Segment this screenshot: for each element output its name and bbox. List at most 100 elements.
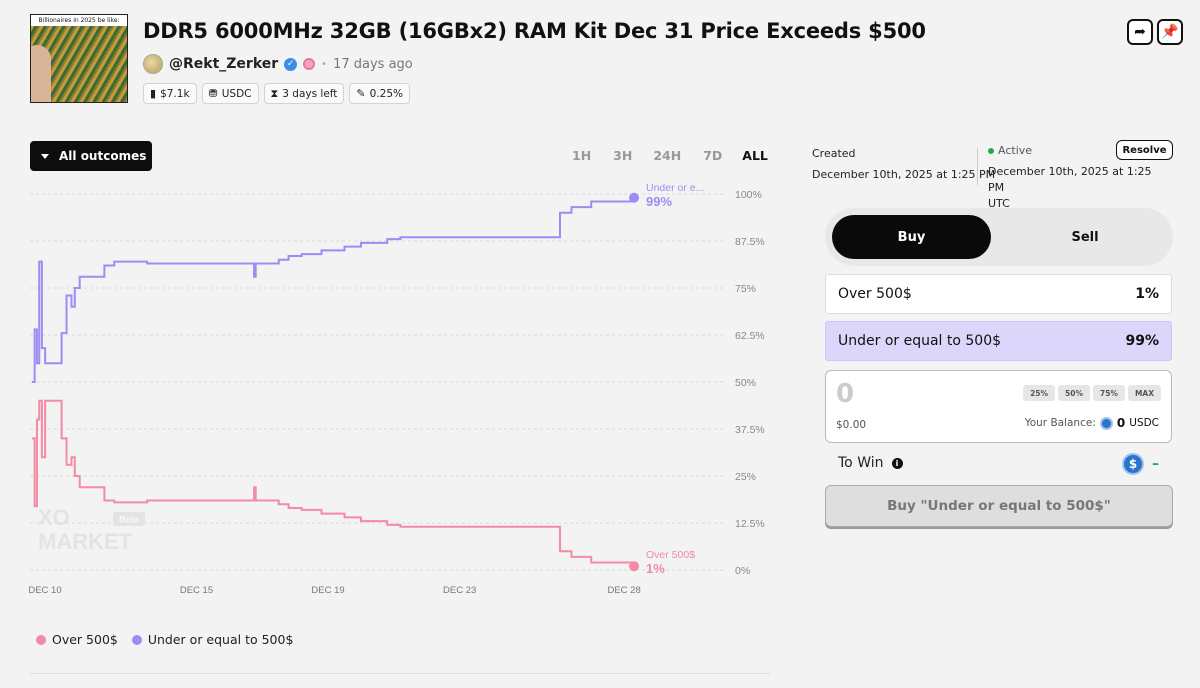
balance-label: Your Balance: — [1024, 417, 1096, 429]
balance-currency: USDC — [1129, 417, 1159, 429]
chart-watermark: XO MARKET Beta — [38, 505, 145, 554]
info-icon[interactable]: i — [891, 457, 903, 469]
to-win-value: – — [1152, 456, 1159, 472]
outcome-under[interactable]: Under or equal to 500$ 99% — [825, 321, 1172, 361]
amount-input[interactable]: 0 — [836, 379, 855, 409]
legend-dot-over — [36, 634, 46, 645]
chart-grid — [30, 193, 725, 571]
share-icon: ➦ — [1134, 24, 1146, 40]
y-tick-label: 0% — [735, 565, 750, 577]
end-labels: Under or e... 99% Over 500$ 1% — [646, 182, 704, 576]
x-tick-label: DEC 19 — [311, 585, 344, 596]
legend-under[interactable]: Under or equal to 500$ — [131, 632, 294, 647]
thumbnail-caption: Billionaires in 2025 be like: — [31, 15, 127, 26]
status-timezone: UTC — [988, 197, 1010, 210]
info-divider — [977, 148, 978, 185]
status-date: December 10th, 2025 at 1:25 PM — [988, 165, 1152, 194]
outcomes-dropdown[interactable]: All outcomes — [30, 141, 152, 171]
watermark-market: MARKET — [38, 529, 133, 554]
pct-25-button[interactable]: 25% — [1023, 385, 1056, 401]
to-win-label: To Win — [838, 455, 884, 471]
balance-value: 0 — [1116, 416, 1126, 430]
avatar[interactable] — [143, 54, 163, 74]
legend-over[interactable]: Over 500$ — [36, 632, 118, 647]
legend-label-under: Under or equal to 500$ — [147, 632, 294, 647]
creator-row: @Rekt_Zerker ✓ • 17 days ago — [143, 54, 413, 74]
x-tick-label: DEC 23 — [443, 585, 476, 596]
chart-legend: Over 500$ Under or equal to 500$ — [36, 632, 293, 647]
tab-buy[interactable]: Buy — [832, 215, 991, 259]
market-thumbnail: Billionaires in 2025 be like: — [30, 14, 128, 103]
series-over-line — [32, 399, 635, 567]
fee-chip: ✎ 0.25% — [349, 83, 410, 104]
time-range-selector: 1H 3H 24H 7D ALL — [572, 148, 768, 163]
series-under-endpoint — [629, 192, 639, 203]
created-info: Created December 10th, 2025 at 1:25 PM — [812, 143, 995, 185]
market-stats: ▮ $7.1k ⛃ USDC ⧗ 3 days left ✎ 0.25% — [143, 83, 410, 104]
series-over-endpoint — [629, 561, 639, 572]
status-label: Active — [998, 144, 1033, 157]
y-tick-label: 12.5% — [735, 518, 765, 530]
created-date: December 10th, 2025 at 1:25 PM — [812, 168, 996, 181]
time-left-chip: ⧗ 3 days left — [263, 83, 345, 104]
share-button[interactable]: ➦ — [1127, 19, 1153, 45]
thumbnail-hand — [31, 45, 51, 102]
fee-value: 0.25% — [369, 87, 403, 100]
to-win-value-group: $ – — [1122, 453, 1159, 475]
range-24h[interactable]: 24H — [653, 148, 682, 163]
outcome-under-pct: 99% — [1125, 333, 1159, 349]
legend-label-over: Over 500$ — [52, 632, 118, 647]
trade-tabs: Buy Sell — [825, 208, 1173, 266]
outcome-over[interactable]: Over 500$ 1% — [825, 274, 1172, 314]
pct-50-button[interactable]: 50% — [1058, 385, 1090, 401]
market-title: DDR5 6000MHz 32GB (16GBx2) RAM Kit Dec 3… — [143, 19, 926, 43]
created-label: Created — [812, 147, 856, 160]
separator-dot: • — [321, 58, 328, 70]
caret-down-icon — [41, 153, 49, 159]
outcome-over-name: Over 500$ — [838, 286, 912, 302]
active-status-icon — [988, 148, 994, 154]
max-button[interactable]: MAX — [1127, 385, 1161, 401]
time-ago: 17 days ago — [333, 56, 413, 72]
legend-dot-under — [131, 634, 142, 645]
currency-value: USDC — [221, 87, 252, 100]
fee-icon: ✎ — [356, 87, 366, 100]
pin-button[interactable]: 📌 — [1157, 19, 1183, 45]
amount-input-box[interactable]: 0 $0.00 25% 50% 75% MAX Your Balance: 0 … — [825, 370, 1172, 443]
bar-chart-icon: ▮ — [150, 87, 157, 100]
to-win-row: To Win i — [838, 455, 903, 471]
chart-series — [32, 192, 639, 572]
resolve-button[interactable]: Resolve — [1116, 140, 1173, 160]
range-all[interactable]: ALL — [742, 148, 768, 163]
outcome-under-name: Under or equal to 500$ — [838, 333, 1002, 349]
balance: Your Balance: 0 USDC — [1025, 416, 1159, 430]
y-tick-label: 62.5% — [735, 330, 765, 342]
x-tick-label: DEC 28 — [607, 585, 640, 596]
x-axis-labels: DEC 10 DEC 15 DEC 19 DEC 23 DEC 28 — [28, 585, 640, 596]
x-tick-label: DEC 10 — [28, 585, 61, 596]
watermark-xo: XO — [38, 505, 70, 530]
watermark-badge-text: Beta — [119, 515, 140, 525]
usdc-icon — [1099, 416, 1113, 430]
quick-amount-buttons: 25% 50% 75% MAX — [1023, 385, 1161, 401]
tab-sell[interactable]: Sell — [1071, 229, 1099, 245]
y-tick-label: 37.5% — [735, 424, 765, 436]
verified-icon: ✓ — [284, 57, 298, 71]
range-3h[interactable]: 3H — [613, 148, 633, 163]
coins-icon: ⛃ — [208, 87, 218, 100]
volume-value: $7.1k — [160, 87, 190, 100]
pin-icon: 📌 — [1161, 24, 1179, 40]
pct-75-button[interactable]: 75% — [1092, 385, 1125, 401]
price-chart[interactable]: XO MARKET Beta 100% 87.5% 75% 62.5% 50% 37.5%… — [0, 178, 790, 608]
creator-username[interactable]: @Rekt_Zerker — [169, 56, 279, 72]
under-end-name: Under or e... — [646, 182, 704, 194]
status-info: Active December 10th, 2025 at 1:25 PM UT… — [988, 143, 1163, 212]
over-end-name: Over 500$ — [646, 549, 695, 561]
y-tick-label: 25% — [735, 471, 756, 483]
time-left-value: 3 days left — [282, 87, 338, 100]
buy-submit-button[interactable]: Buy "Under or equal to 500$" — [825, 485, 1173, 527]
hourglass-icon: ⧗ — [270, 86, 279, 100]
range-1h[interactable]: 1H — [572, 148, 592, 163]
range-7d[interactable]: 7D — [703, 148, 723, 163]
y-axis-labels: 100% 87.5% 75% 62.5% 50% 37.5% 25% 12.5% 0% — [735, 189, 765, 577]
